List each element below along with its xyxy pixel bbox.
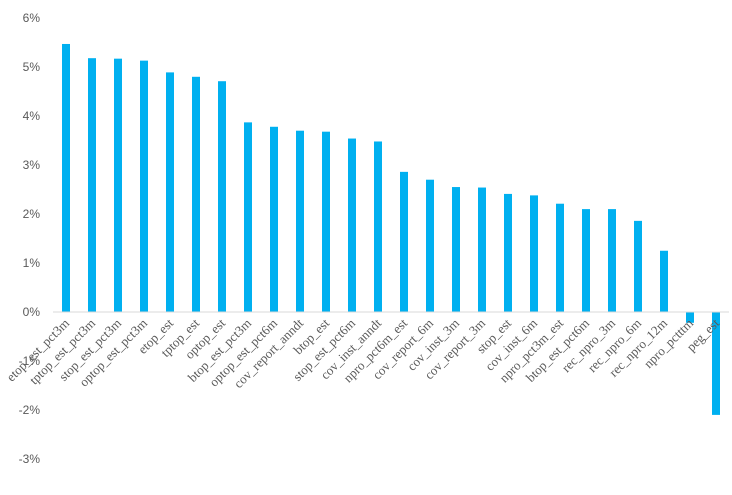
bar	[400, 171, 408, 312]
y-axis-tick-labels: -3% -2% -1% 0% 1% 2% 3% 4% 5% 6%	[19, 11, 41, 466]
bar	[504, 193, 512, 312]
y-tick-label: -3%	[19, 452, 41, 466]
x-axis-tick-labels: etop_est_pct3mtptop_est_pct3mstop_est_pc…	[3, 315, 722, 391]
bar	[582, 209, 590, 312]
y-tick-label: 4%	[23, 109, 41, 123]
bar	[686, 312, 694, 323]
bar	[192, 76, 200, 312]
bar	[166, 72, 174, 312]
bar	[426, 179, 434, 312]
bar	[140, 60, 148, 312]
bar	[296, 130, 304, 312]
y-tick-label: 5%	[23, 60, 41, 74]
bar	[530, 195, 538, 312]
bar	[348, 138, 356, 312]
y-tick-label: -2%	[19, 403, 41, 417]
y-tick-label: 3%	[23, 158, 41, 172]
bar	[712, 312, 720, 415]
bar	[634, 220, 642, 312]
bar	[244, 122, 252, 313]
bar	[374, 141, 382, 312]
y-tick-label: 6%	[23, 11, 41, 25]
y-tick-label: -1%	[19, 354, 41, 368]
bar	[218, 81, 226, 313]
y-tick-label: 0%	[23, 305, 41, 319]
bar	[322, 131, 330, 312]
bar	[62, 43, 70, 312]
bar	[88, 58, 96, 313]
bar	[452, 187, 460, 312]
bar	[114, 58, 122, 312]
y-tick-label: 2%	[23, 207, 41, 221]
bar	[608, 209, 616, 312]
y-tick-label: 1%	[23, 256, 41, 270]
bar-series	[62, 43, 720, 415]
bar	[478, 187, 486, 312]
bar	[660, 250, 668, 312]
bar	[270, 126, 278, 312]
bar	[556, 203, 564, 312]
